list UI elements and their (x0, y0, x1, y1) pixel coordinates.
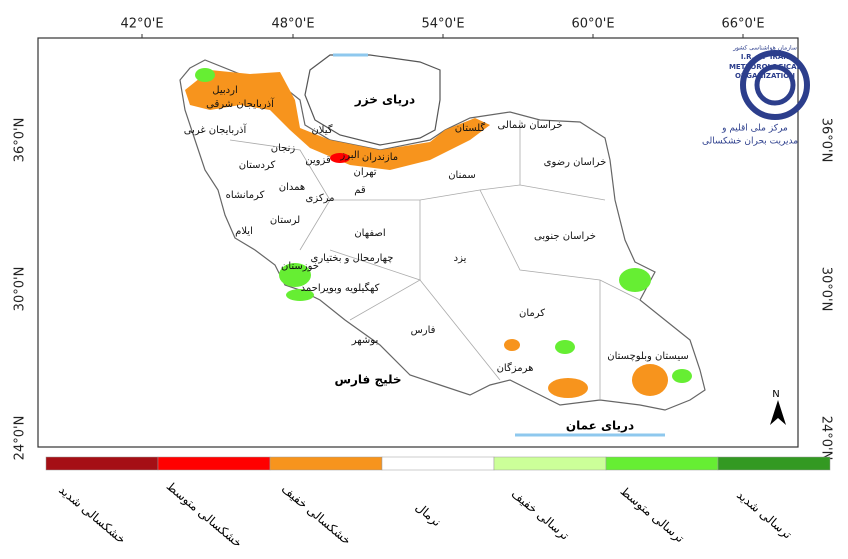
province-label: اصفهان (354, 228, 385, 239)
logo (740, 50, 810, 120)
province-label: سمنان (448, 170, 476, 181)
legend-label: خشکسالی متوسط (163, 479, 245, 551)
legend-label: ترسالی خفیف (508, 487, 572, 544)
province-label: تهران (353, 167, 376, 178)
sea-label: دریای خزر (354, 93, 415, 107)
legend-swatch (605, 456, 719, 471)
logo-text: I.R. OF IRAN (741, 53, 789, 61)
province-label: هرمزگان (497, 362, 534, 374)
legend-label: خشکسالی شدید (56, 483, 128, 547)
province-label: اردبیل (212, 85, 237, 96)
legend-swatch (381, 456, 495, 471)
province-label: چهارمحال و بختیاری (311, 253, 394, 264)
province-label: خراسان شمالی (497, 120, 562, 131)
legend-swatch (45, 456, 159, 471)
province-label: گلستان (455, 122, 486, 134)
lat-label: 30°0'N (13, 267, 28, 312)
province-label: کرمان (519, 308, 545, 319)
province-label: ایلام (235, 226, 253, 237)
north-arrow (770, 400, 786, 425)
north-label: N (772, 389, 779, 400)
province-label: گیلان (311, 124, 332, 136)
province-label: همدان (279, 182, 305, 193)
legend-label: خشکسالی خفیف (279, 482, 354, 548)
caspian-sea (304, 54, 441, 146)
province-label: فارس (411, 325, 436, 336)
legend-swatch (269, 456, 383, 471)
lon-label: 54°0'E (421, 17, 464, 32)
province-label: البرز (339, 150, 359, 161)
province-label: قزوین (305, 155, 331, 166)
logo-text: مرکز ملی اقلیم و (721, 124, 788, 134)
province-label: لرستان (270, 215, 300, 226)
severe-area (330, 153, 350, 163)
lat-label: 24°0'N (13, 416, 28, 461)
lon-label: 42°0'E (120, 17, 163, 32)
province-label: خراسان جنوبی (534, 231, 596, 242)
province-label: کهگیلویه وبویراحمد (301, 282, 380, 294)
legend-label: نرمال (412, 500, 444, 530)
legend-label: ترسالی متوسط (617, 484, 687, 546)
province-label: مازندران (362, 152, 398, 163)
logo-text: METEOROLOGICAL (729, 63, 802, 71)
drought-areas (185, 70, 668, 398)
lat-label: 30°0'N (819, 267, 834, 312)
lon-label: 66°0'E (721, 17, 764, 32)
lat-label: 36°0'N (13, 118, 28, 163)
province-label: کرمانشاه (226, 190, 265, 201)
legend-swatch (493, 456, 607, 471)
province-borders (229, 120, 641, 400)
legend-swatch (157, 456, 271, 471)
province-label: کردستان (239, 160, 276, 171)
sea-label: دریای عمان (566, 419, 634, 433)
logo-text: مدیریت بحران خشکسالی (702, 137, 798, 147)
province-label: خراسان رضوی (544, 157, 607, 168)
lon-label: 48°0'E (271, 17, 314, 32)
province-label: آذربایجان شرقی (206, 97, 275, 110)
legend-swatch (717, 456, 831, 471)
lon-label: 60°0'E (571, 17, 614, 32)
lat-label: 24°0'N (819, 416, 834, 461)
sea-label: خلیج فارس (334, 373, 401, 387)
province-label: سیستان وبلوچستان (607, 351, 689, 362)
province-label: بوشهر (351, 335, 378, 346)
logo-text: سازمان هواشناسی کشور (732, 45, 797, 52)
legend-label: ترسالی شدید (733, 488, 794, 543)
wet-areas (195, 68, 692, 383)
lat-label: 36°0'N (819, 118, 834, 163)
logo-text: ORGANIZATION (735, 72, 795, 80)
province-label: زنجان (271, 143, 296, 154)
province-label: آذربایجان غربی (184, 123, 248, 136)
province-label: قم (354, 185, 366, 196)
province-label: خوزستان (281, 261, 319, 272)
province-label: یزد (454, 253, 467, 264)
province-label: مرکزی (306, 193, 335, 204)
